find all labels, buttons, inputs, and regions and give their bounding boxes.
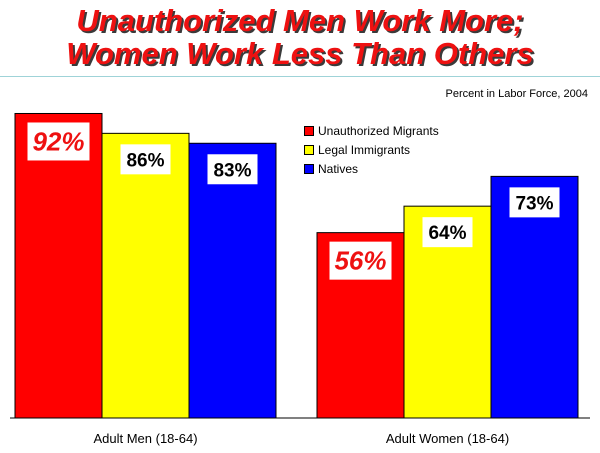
data-label-box	[207, 154, 258, 185]
bar-unauthorized-migrants-0	[14, 112, 103, 419]
data-label-box	[27, 122, 90, 161]
data-label: 83%	[213, 160, 251, 181]
legend-label: Unauthorized Migrants	[318, 123, 439, 138]
legend-item: Unauthorized Migrants	[304, 121, 439, 140]
data-label-box	[422, 217, 473, 248]
legend-item: Natives	[304, 159, 439, 178]
legend-swatch	[304, 125, 314, 136]
chart-legend: Unauthorized Migrants Legal Immigrants Nat…	[304, 121, 439, 178]
data-label: 56%	[334, 246, 386, 276]
legend-label: Natives	[318, 161, 359, 176]
legend-swatch	[304, 144, 314, 155]
legend-item: Legal Immigrants	[304, 140, 439, 159]
chart-subtitle: Percent in Labor Force, 2004	[445, 88, 588, 100]
data-label: 86%	[126, 150, 164, 171]
title-line-2: Women Work Less Than Others	[66, 36, 534, 71]
data-label-box	[329, 241, 392, 280]
title-divider	[0, 76, 600, 77]
chart-title: Unauthorized Men Work More; Women Work L…	[0, 4, 600, 70]
bar-legal-immigrants-0	[101, 132, 190, 419]
bar-natives-0	[188, 142, 277, 419]
category-label: Adult Men (18-64)	[93, 431, 197, 446]
data-label: 92%	[32, 126, 84, 156]
data-label-box	[509, 187, 560, 218]
title-line-1: Unauthorized Men Work More;	[76, 3, 524, 38]
data-label: 73%	[515, 193, 553, 214]
category-label: Adult Women (18-64)	[386, 431, 509, 446]
legend-label: Legal Immigrants	[318, 142, 411, 157]
data-label: 64%	[428, 223, 466, 244]
data-label-box	[120, 144, 171, 175]
legend-swatch	[304, 163, 314, 174]
